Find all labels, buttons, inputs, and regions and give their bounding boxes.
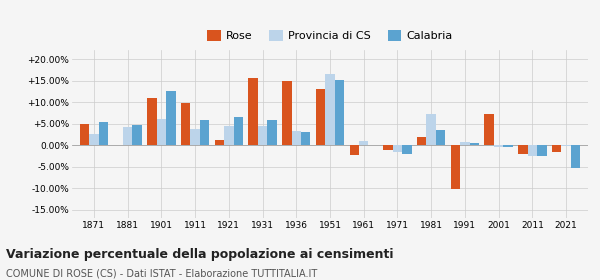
Bar [359, 141, 368, 145]
Text: Variazione percentuale della popolazione ai censimenti: Variazione percentuale della popolazione… [6, 248, 394, 261]
Bar [89, 134, 98, 145]
Bar [417, 137, 427, 145]
Bar [436, 130, 445, 145]
Bar [200, 120, 209, 145]
Bar [460, 142, 470, 145]
Bar [267, 120, 277, 145]
Bar [166, 91, 176, 145]
Bar [451, 145, 460, 189]
Bar [123, 127, 133, 145]
Bar [258, 126, 267, 145]
Bar [325, 74, 335, 145]
Bar [484, 114, 494, 145]
Bar [503, 145, 513, 147]
Bar [527, 145, 537, 156]
Bar [571, 145, 580, 167]
Legend: Rose, Provincia di CS, Calabria: Rose, Provincia di CS, Calabria [207, 30, 453, 41]
Bar [552, 145, 562, 152]
Bar [427, 114, 436, 145]
Bar [98, 122, 108, 145]
Bar [215, 140, 224, 145]
Bar [562, 145, 571, 146]
Bar [181, 103, 190, 145]
Bar [248, 78, 258, 145]
Bar [224, 126, 233, 145]
Bar [350, 145, 359, 155]
Bar [316, 89, 325, 145]
Bar [80, 125, 89, 145]
Bar [133, 125, 142, 145]
Bar [292, 131, 301, 145]
Bar [233, 117, 243, 145]
Bar [494, 145, 503, 147]
Bar [518, 145, 527, 154]
Text: COMUNE DI ROSE (CS) - Dati ISTAT - Elaborazione TUTTITALIA.IT: COMUNE DI ROSE (CS) - Dati ISTAT - Elabo… [6, 269, 317, 279]
Bar [147, 98, 157, 145]
Bar [282, 81, 292, 145]
Bar [157, 119, 166, 145]
Bar [402, 145, 412, 154]
Bar [335, 80, 344, 145]
Bar [190, 129, 200, 145]
Bar [393, 145, 402, 152]
Bar [537, 145, 547, 156]
Bar [470, 143, 479, 145]
Bar [383, 145, 393, 150]
Bar [301, 132, 310, 145]
